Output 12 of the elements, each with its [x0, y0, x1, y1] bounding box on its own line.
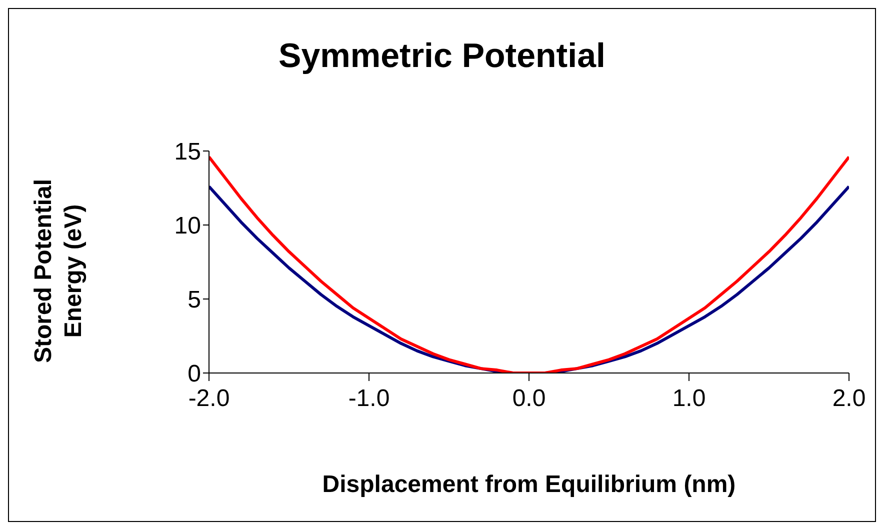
x-tick-label: 2.0: [832, 385, 866, 412]
x-tick-label: 1.0: [672, 385, 706, 412]
x-axis-title: Displacement from Equilibrium (nm): [321, 471, 737, 499]
chart-title: Symmetric Potential: [278, 37, 606, 76]
y-tick-label: 5: [188, 286, 201, 314]
y-tick-label: 15: [174, 138, 201, 166]
x-tick-label: -1.0: [348, 385, 390, 412]
y-tick-label: 0: [188, 360, 201, 388]
x-tick-label: 0.0: [512, 385, 546, 412]
x-tick-label: -2.0: [188, 385, 230, 412]
y-tick-label: 10: [174, 212, 201, 240]
y-axis-title: Stored Potential Energy (eV): [29, 178, 88, 366]
